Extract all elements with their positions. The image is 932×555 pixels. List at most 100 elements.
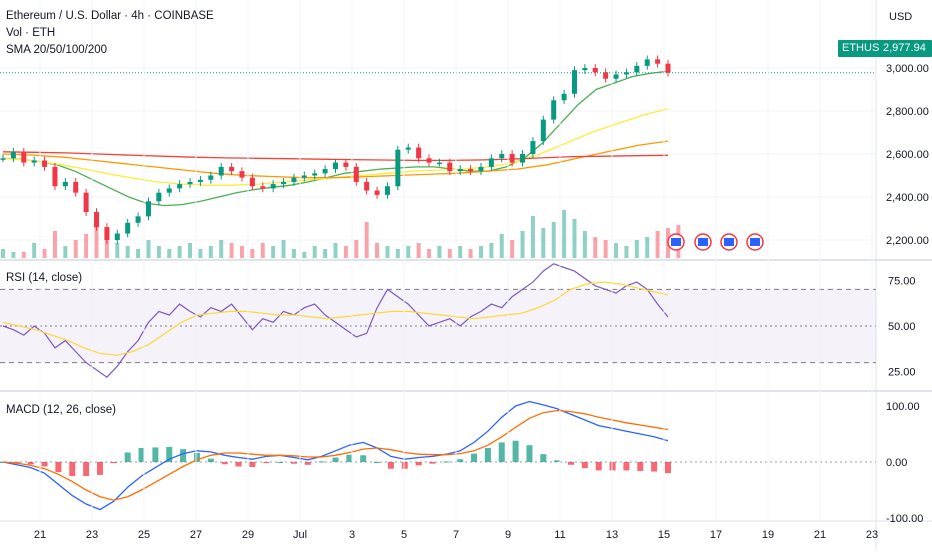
candle-body bbox=[114, 233, 120, 240]
volume-bar bbox=[510, 240, 515, 258]
volume-bar bbox=[406, 246, 411, 258]
x-tick-label: 29 bbox=[242, 529, 254, 541]
volume-bar bbox=[354, 240, 359, 258]
volume-bar bbox=[395, 249, 400, 258]
candle-body bbox=[592, 68, 598, 73]
macd-histogram-bar bbox=[387, 462, 394, 469]
macd-histogram-bar bbox=[568, 462, 575, 465]
candle-body bbox=[436, 162, 442, 165]
rsi-line-1 bbox=[2, 281, 669, 356]
candle-body bbox=[229, 166, 235, 172]
candle-body bbox=[499, 154, 505, 159]
volume-bar bbox=[281, 240, 286, 258]
macd-histogram-bar bbox=[304, 462, 311, 465]
candle-body bbox=[125, 222, 131, 234]
rsi-tick-label: 50.00 bbox=[888, 321, 916, 333]
candle-body bbox=[145, 201, 151, 217]
candle-body bbox=[281, 181, 287, 185]
volume-bar bbox=[593, 237, 598, 258]
candle-body bbox=[73, 181, 79, 193]
volume-bar bbox=[271, 246, 276, 258]
macd-histogram-bar bbox=[609, 462, 616, 471]
macd-histogram-bar bbox=[526, 445, 533, 462]
macd-histogram-bar bbox=[637, 462, 644, 471]
candle-body bbox=[343, 162, 349, 167]
candle-body bbox=[94, 212, 100, 228]
x-tick-label: 17 bbox=[710, 529, 722, 541]
candle-body bbox=[31, 160, 37, 163]
volume-bar bbox=[239, 246, 244, 258]
candle-body bbox=[301, 175, 307, 178]
candle-body bbox=[249, 177, 255, 187]
macd-histogram-bar bbox=[471, 453, 478, 462]
candle-body bbox=[561, 93, 567, 101]
macd-histogram-bar bbox=[138, 448, 145, 462]
macd-histogram-bar bbox=[110, 462, 117, 464]
candle-body bbox=[551, 100, 557, 120]
rsi-label: RSI (14, close) bbox=[6, 272, 83, 284]
volume-bar bbox=[73, 240, 78, 258]
macd-label: MACD (12, 26, close) bbox=[6, 404, 116, 416]
volume-bar bbox=[156, 246, 161, 258]
volume-bar bbox=[551, 222, 556, 258]
volume-bar bbox=[125, 246, 130, 258]
volume-bar bbox=[312, 246, 317, 258]
volume-bar bbox=[333, 243, 338, 258]
sma-line-sma-100 bbox=[2, 140, 669, 179]
candle-body bbox=[62, 181, 68, 187]
macd-histogram-bar bbox=[221, 462, 228, 465]
candle-body bbox=[509, 154, 515, 163]
macd-histogram-bar bbox=[374, 462, 381, 463]
macd-histogram-bar bbox=[235, 462, 242, 467]
macd-histogram-bar bbox=[207, 458, 214, 462]
volume-bar bbox=[52, 231, 57, 258]
macd-histogram-bar bbox=[124, 452, 131, 462]
volume-bar bbox=[136, 249, 141, 258]
macd-histogram-bar bbox=[595, 462, 602, 471]
candle-body bbox=[447, 162, 453, 172]
macd-histogram-bar bbox=[484, 448, 491, 462]
candle-body bbox=[291, 177, 297, 182]
x-tick-label: 13 bbox=[606, 529, 618, 541]
volume-bar bbox=[530, 216, 535, 258]
x-tick-label: 25 bbox=[138, 529, 150, 541]
candle-body bbox=[582, 68, 588, 71]
volume-bar bbox=[177, 246, 182, 258]
y-tick-label: 2,800.00 bbox=[886, 106, 929, 118]
volume-bar bbox=[572, 219, 577, 258]
volume-bar bbox=[32, 243, 37, 258]
volume-bar bbox=[624, 246, 629, 258]
volume-bar bbox=[343, 246, 348, 258]
volume-bar bbox=[427, 249, 432, 258]
volume-bar bbox=[115, 243, 120, 258]
candle-body bbox=[208, 175, 214, 180]
macd-histogram-bar bbox=[41, 462, 48, 467]
candle-body bbox=[21, 151, 27, 163]
candle-body bbox=[603, 72, 609, 79]
candle-body bbox=[405, 147, 411, 150]
volume-bar bbox=[437, 246, 442, 258]
x-tick-label: 9 bbox=[505, 529, 511, 541]
macd-histogram-bar bbox=[498, 442, 505, 462]
x-tick-label: 3 bbox=[349, 529, 355, 541]
symbol-tag: ETHUSD bbox=[838, 40, 892, 57]
macd-histogram-bar bbox=[166, 446, 173, 462]
candle-body bbox=[218, 166, 224, 176]
macd-histogram-bar bbox=[360, 455, 367, 462]
macd-histogram-bar bbox=[180, 449, 187, 462]
event-flag bbox=[698, 238, 708, 246]
currency-label[interactable]: USD bbox=[889, 11, 913, 23]
x-tick-label: 27 bbox=[190, 529, 202, 541]
volume-bar bbox=[188, 243, 193, 258]
x-tick-label: 7 bbox=[453, 529, 459, 541]
candle-body bbox=[634, 65, 640, 73]
y-tick-label: 2,400.00 bbox=[886, 192, 929, 204]
macd-histogram-bar bbox=[401, 462, 408, 469]
macd-histogram-bar bbox=[623, 462, 630, 471]
volume-bar bbox=[375, 243, 380, 258]
volume-bar bbox=[447, 249, 452, 258]
candle-body bbox=[83, 192, 89, 213]
macd-histogram-bar bbox=[83, 462, 90, 476]
